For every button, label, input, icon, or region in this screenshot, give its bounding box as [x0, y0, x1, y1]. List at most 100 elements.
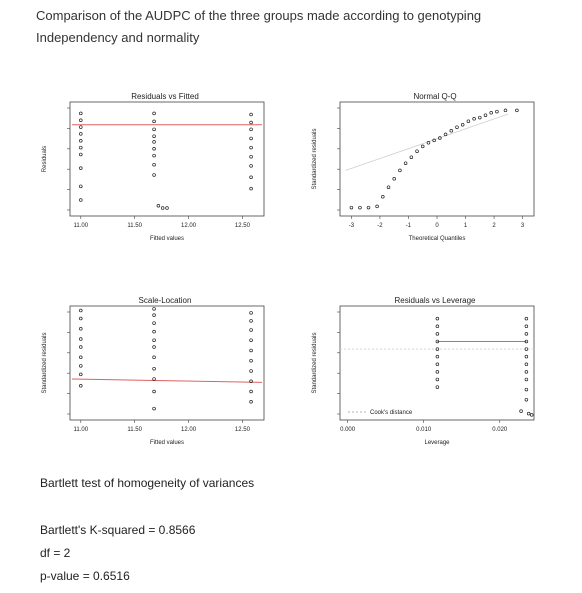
panel-4: 0.000 0.010 0.020 Leverage Standardized resi… — [312, 305, 535, 446]
x-axis-label: Theoretical Quantiles — [409, 236, 466, 242]
x-tick-label: 11.00 — [73, 223, 88, 229]
data-point — [152, 338, 156, 342]
data-point — [79, 198, 83, 202]
data-point — [435, 354, 440, 359]
data-point — [79, 364, 83, 368]
y-axis-label: Standardized residuals — [42, 332, 48, 393]
data-point — [165, 206, 169, 210]
x-tick-label: 12.50 — [235, 427, 251, 433]
data-point — [152, 111, 156, 116]
y-axis-label: Residuals — [42, 146, 48, 172]
x-tick-label: 11.50 — [127, 223, 142, 229]
data-point — [435, 347, 440, 351]
x-tick-label: 0.020 — [492, 427, 508, 433]
data-point — [152, 355, 156, 360]
x-tick-label: 11.50 — [127, 427, 142, 433]
page-subtitle: Independency and normality — [36, 30, 200, 45]
data-point — [249, 175, 253, 179]
data-point — [524, 377, 529, 382]
data-point — [366, 205, 371, 210]
data-point — [152, 406, 156, 411]
data-point — [79, 111, 83, 116]
data-point — [420, 144, 425, 149]
data-point — [152, 153, 156, 158]
data-point — [435, 362, 440, 367]
data-point — [249, 164, 253, 168]
data-point — [432, 138, 436, 143]
x-tick-label: 11.00 — [73, 427, 88, 433]
data-point — [249, 328, 253, 332]
data-point — [79, 139, 83, 143]
plot-frame — [339, 305, 535, 421]
data-point — [79, 384, 83, 388]
x-tick-label: 0.010 — [416, 427, 432, 433]
data-point — [495, 109, 499, 114]
data-point — [249, 369, 253, 373]
y-axis-label: Standardized residuals — [312, 332, 318, 393]
data-point — [524, 362, 529, 367]
data-point — [466, 119, 471, 123]
data-point — [79, 145, 83, 150]
data-point — [375, 204, 379, 209]
data-point — [524, 339, 529, 344]
data-point — [524, 324, 529, 329]
x-tick-label: 12.50 — [235, 223, 251, 229]
data-point — [524, 316, 529, 321]
data-point — [79, 166, 83, 170]
data-point — [249, 389, 253, 394]
panel-2: -3 -2 -1 0 1 2 3 Theoretical Quantiles Standardi… — [312, 101, 535, 242]
panel-1: 11.00 11.50 12.00 12.50 Fitted values Residua… — [42, 101, 265, 242]
data-point — [79, 345, 83, 349]
data-point — [483, 113, 488, 117]
x-axis-label: Leverage — [424, 440, 450, 446]
data-point — [415, 149, 419, 153]
data-point — [438, 136, 442, 140]
data-point — [435, 377, 440, 382]
data-point — [386, 185, 391, 189]
data-point — [79, 355, 83, 360]
page-title: Comparison of the AUDPC of the three gro… — [36, 8, 482, 23]
data-point — [152, 134, 156, 138]
data-point — [152, 345, 156, 349]
x-axis-label: Fitted values — [150, 236, 184, 242]
data-point — [435, 370, 440, 374]
data-point — [79, 125, 83, 129]
data-point — [435, 324, 440, 329]
data-point — [152, 389, 156, 394]
data-point — [358, 205, 362, 210]
legend-label: Cook's distance — [370, 410, 413, 416]
plot-frame — [339, 101, 535, 217]
smoother-line — [71, 378, 263, 383]
data-point — [489, 111, 493, 115]
y-axis-label: Standardized residuals — [312, 128, 318, 189]
data-point — [249, 400, 253, 404]
data-point — [160, 206, 165, 210]
data-point — [152, 307, 156, 311]
data-point — [435, 339, 440, 344]
data-point — [79, 327, 83, 331]
data-point — [152, 173, 156, 177]
data-point — [515, 108, 519, 113]
panel-1-title: Residuals vs Fitted — [131, 92, 199, 101]
bartlett-statistic: Bartlett's K-squared = 0.8566 — [40, 523, 196, 537]
data-point — [455, 125, 459, 129]
data-point — [152, 162, 156, 167]
x-tick-label: 12.00 — [181, 223, 197, 229]
data-point — [435, 332, 440, 336]
data-point — [152, 140, 156, 144]
x-axis-label: Fitted values — [150, 440, 184, 446]
x-tick-label: 0 — [435, 223, 439, 229]
x-tick-label: 2 — [492, 223, 496, 229]
data-point — [503, 108, 508, 113]
data-point — [152, 377, 156, 381]
data-point — [79, 184, 83, 189]
data-point — [152, 329, 156, 334]
data-point — [249, 311, 253, 315]
data-point — [249, 319, 253, 323]
data-point — [79, 118, 83, 122]
plot-frame — [69, 305, 265, 421]
panel-3-title: Scale-Location — [138, 296, 192, 305]
x-tick-label: 1 — [464, 223, 468, 229]
data-point — [152, 119, 156, 124]
data-point — [249, 348, 253, 353]
